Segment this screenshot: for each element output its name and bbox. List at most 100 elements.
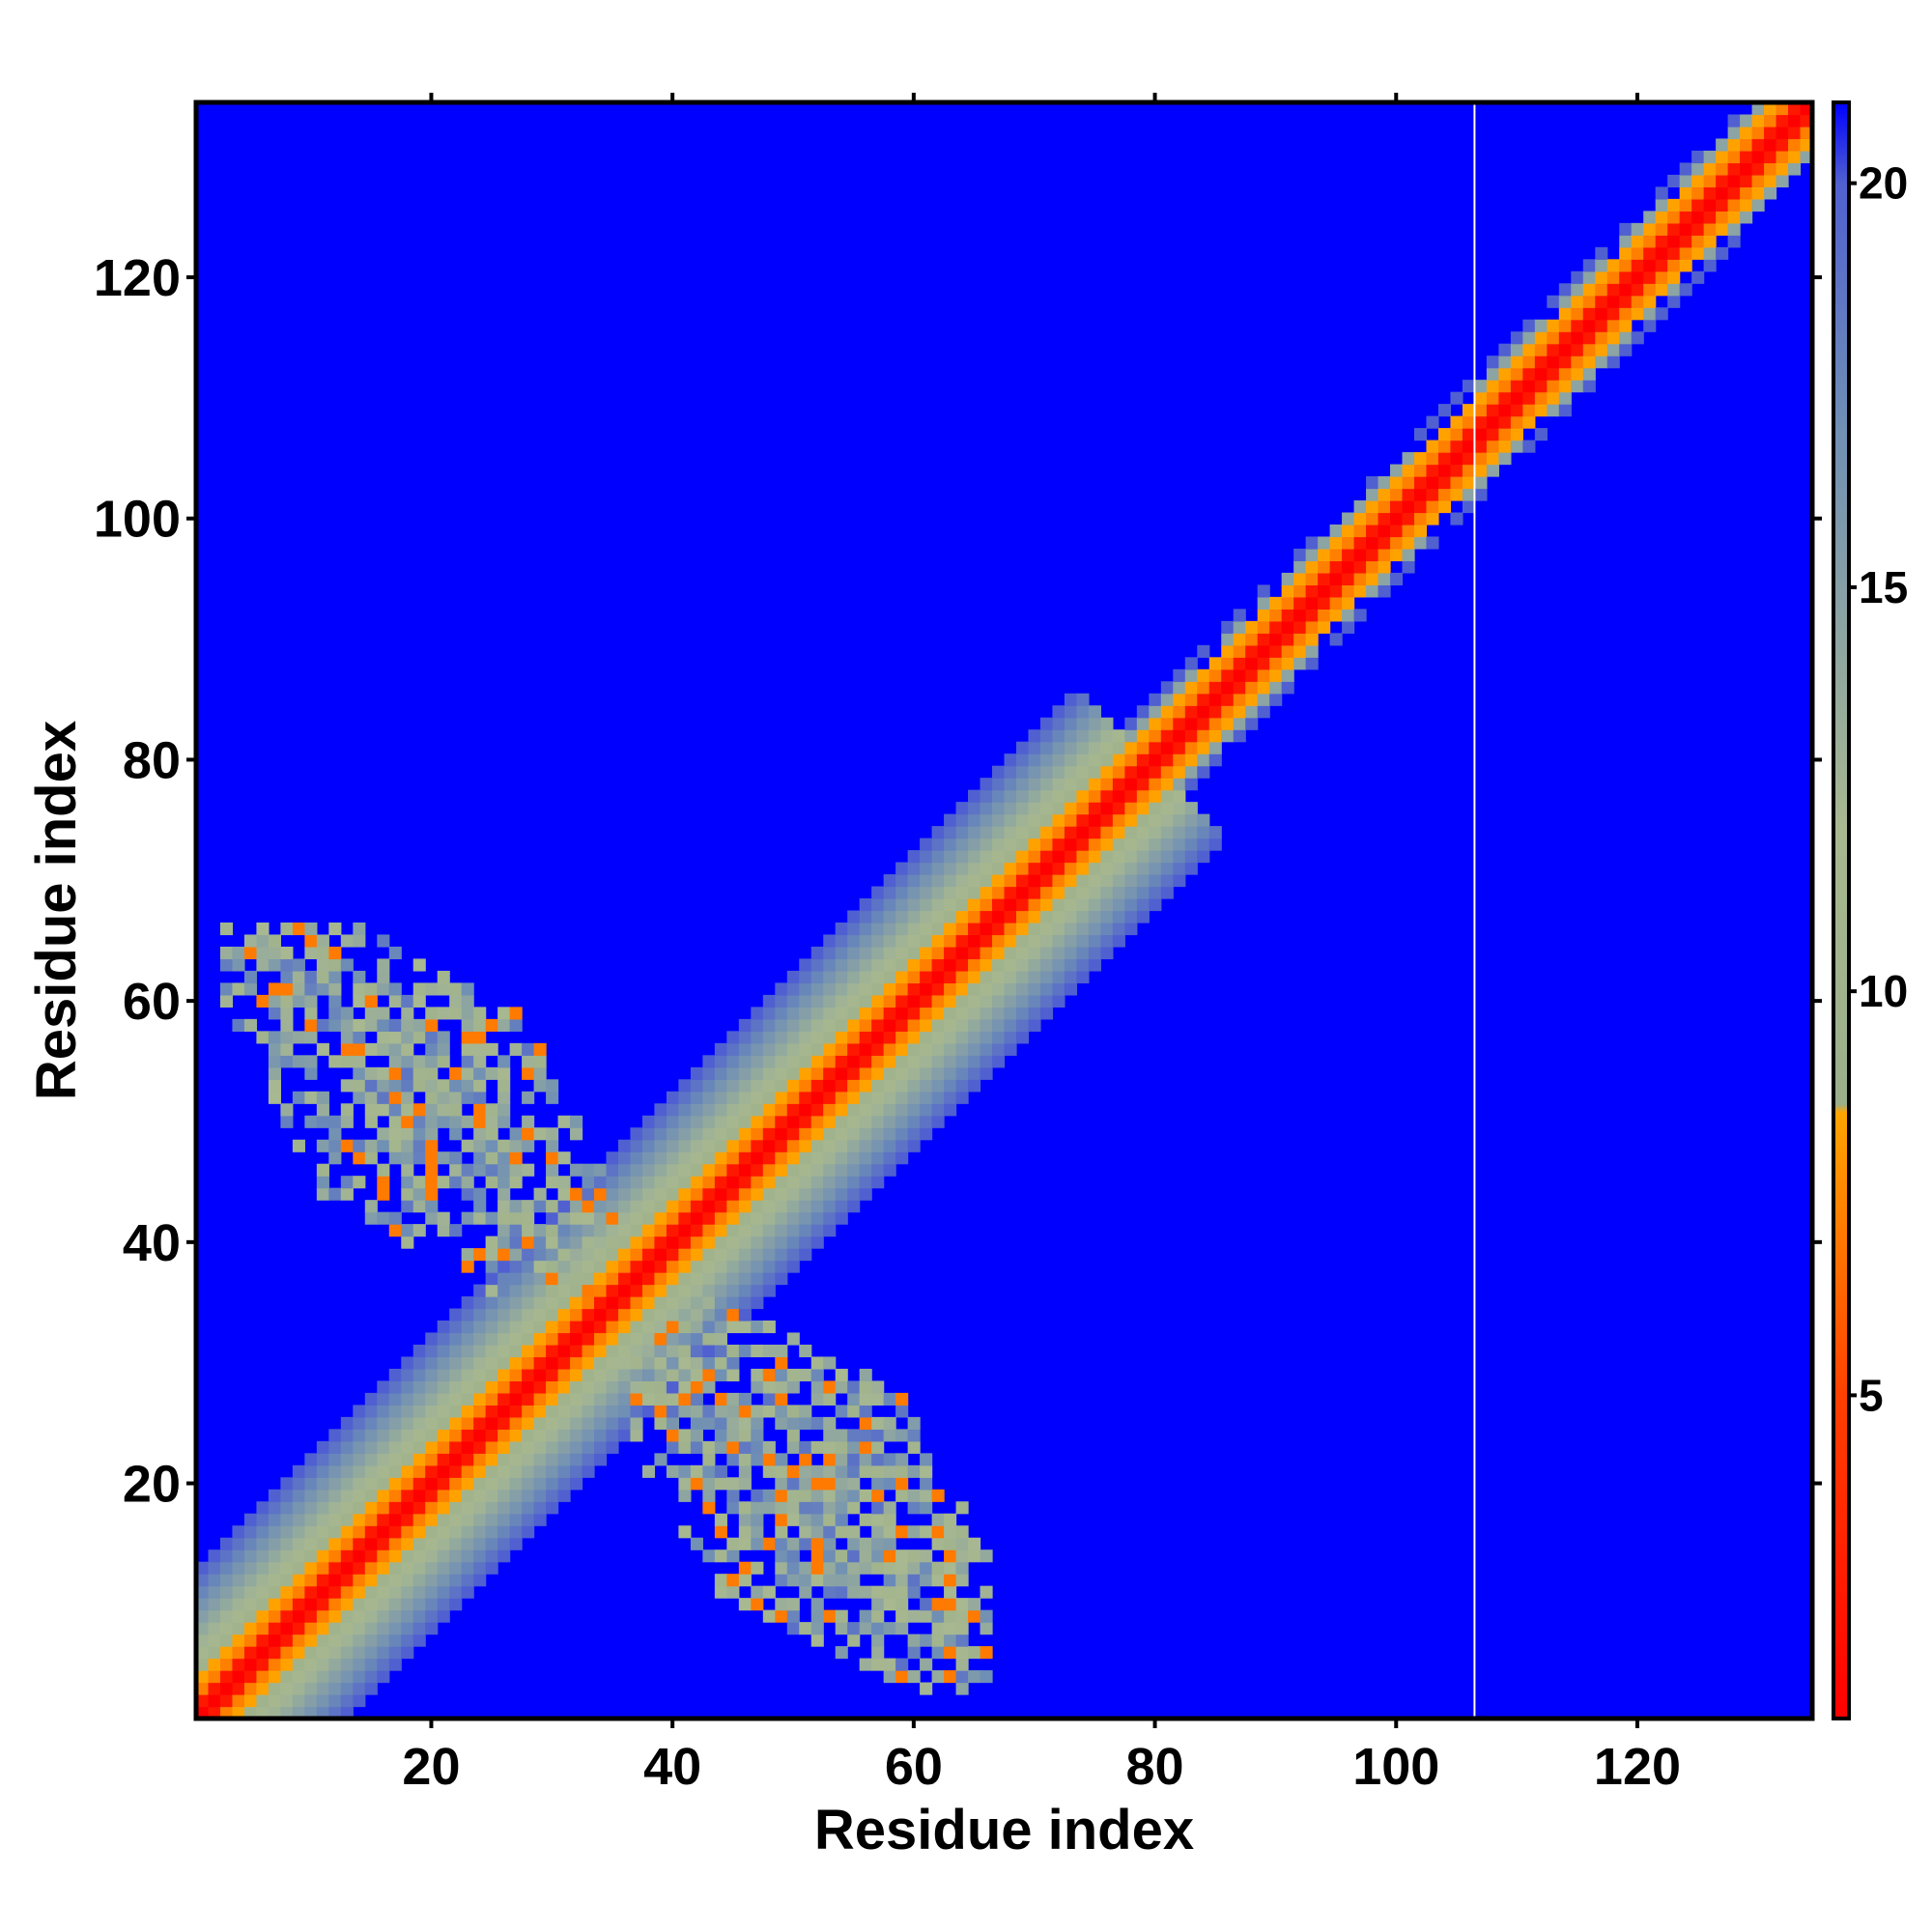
heatmap-cell [810,1187,824,1201]
heatmap-cell [497,1537,511,1550]
heatmap-cell [907,1031,921,1044]
heatmap-cell [1269,693,1283,706]
heatmap-cell [871,970,885,984]
heatmap-cell [690,1368,703,1382]
heatmap-cell [666,1332,680,1346]
heatmap-cell [1039,729,1054,743]
heatmap-cell [412,1574,426,1587]
heatmap-cell [497,1296,511,1310]
heatmap-cell [328,1609,342,1623]
heatmap-cell [1643,246,1657,260]
heatmap-cell [594,1440,608,1454]
heatmap-cell [437,1464,450,1478]
heatmap-cell [847,1477,861,1491]
heatmap-cell [883,1163,896,1177]
heatmap-cell [497,1187,511,1201]
heatmap-cell [1004,970,1017,984]
heatmap-cell [1534,367,1548,381]
heatmap-cell [1100,729,1114,743]
heatmap-cell [316,1694,329,1708]
heatmap-cell [353,1682,366,1695]
heatmap-cell [364,1453,378,1466]
heatmap-cell [1534,331,1548,345]
heatmap-cell [268,1622,281,1635]
heatmap-cell [316,1525,329,1539]
heatmap-cell [617,1248,632,1262]
heatmap-cell [968,1598,981,1611]
heatmap-cell [340,1176,354,1189]
heatmap-cell [702,1489,716,1502]
heatmap-cell [353,1537,366,1550]
heatmap-cell [401,1513,414,1526]
heatmap-cell [1582,343,1596,356]
heatmap-cell [751,1079,764,1093]
heatmap-cell [594,1332,608,1346]
heatmap-cell [1667,235,1681,248]
heatmap-cell [883,1007,896,1020]
heatmap-cell [1510,343,1523,356]
heatmap-cell [1606,259,1620,272]
heatmap-cell [232,1646,245,1660]
heatmap-cell [388,1658,402,1671]
heatmap-cell [1160,789,1174,803]
heatmap-cell [690,1066,703,1080]
heatmap-cell [243,970,258,984]
heatmap-cell [920,850,933,864]
heatmap-cell [1028,886,1041,899]
heatmap-cell [738,1501,752,1515]
heatmap-cell [1329,524,1343,538]
heatmap-cell [871,1163,885,1177]
heatmap-cell [377,1501,390,1515]
heatmap-cell [738,1103,752,1117]
heatmap-cell [1088,753,1101,767]
heatmap-cell [1039,850,1054,864]
heatmap-cell [1716,198,1729,212]
heatmap-cell [630,1416,643,1430]
heatmap-cell [955,1670,969,1684]
heatmap-cell [666,1392,680,1406]
heatmap-cell [871,1079,885,1093]
heatmap-cell [485,1440,498,1454]
heatmap-cell [1437,440,1452,453]
heatmap-cell [1233,668,1246,682]
heatmap-cell [582,1405,595,1418]
heatmap-cell [1498,343,1512,356]
heatmap-cell [955,850,969,864]
heatmap-cell [1498,355,1512,369]
heatmap-cell [1691,162,1705,176]
heatmap-cell [738,1248,752,1262]
heatmap-cell [1342,524,1355,538]
heatmap-cell [1076,802,1090,815]
heatmap-cell [425,1031,439,1044]
heatmap-cell [316,1139,329,1152]
heatmap-cell [1558,343,1572,356]
heatmap-cell [799,1066,812,1080]
heatmap-cell [1402,560,1415,574]
heatmap-cell [907,1525,921,1539]
heatmap-cell [364,1018,378,1032]
heatmap-cell [268,1042,281,1056]
heatmap-cell [714,1042,727,1056]
heatmap-cell [871,1561,885,1575]
heatmap-cell [702,1260,716,1273]
heatmap-cell [775,1368,788,1382]
heatmap-cell [751,1561,764,1575]
heatmap-cell [835,1380,848,1394]
heatmap-cell [847,1489,861,1502]
heatmap-cell [1039,741,1054,754]
heatmap-cell [1293,560,1307,574]
heatmap-cell [364,1513,378,1526]
heatmap-cell [425,982,439,996]
heatmap-cell [1088,946,1101,960]
heatmap-cell [1052,765,1065,779]
heatmap-cell [473,1091,487,1104]
heatmap-cell [1703,222,1717,236]
heatmap-cell [751,1031,764,1044]
heatmap-cell [1221,693,1235,706]
heatmap-cell [1100,874,1114,888]
heatmap-cell [883,1464,896,1478]
heatmap-cell [304,1682,318,1695]
heatmap-cell [232,982,245,996]
heatmap-cell [847,1151,861,1165]
heatmap-cell [955,874,969,888]
